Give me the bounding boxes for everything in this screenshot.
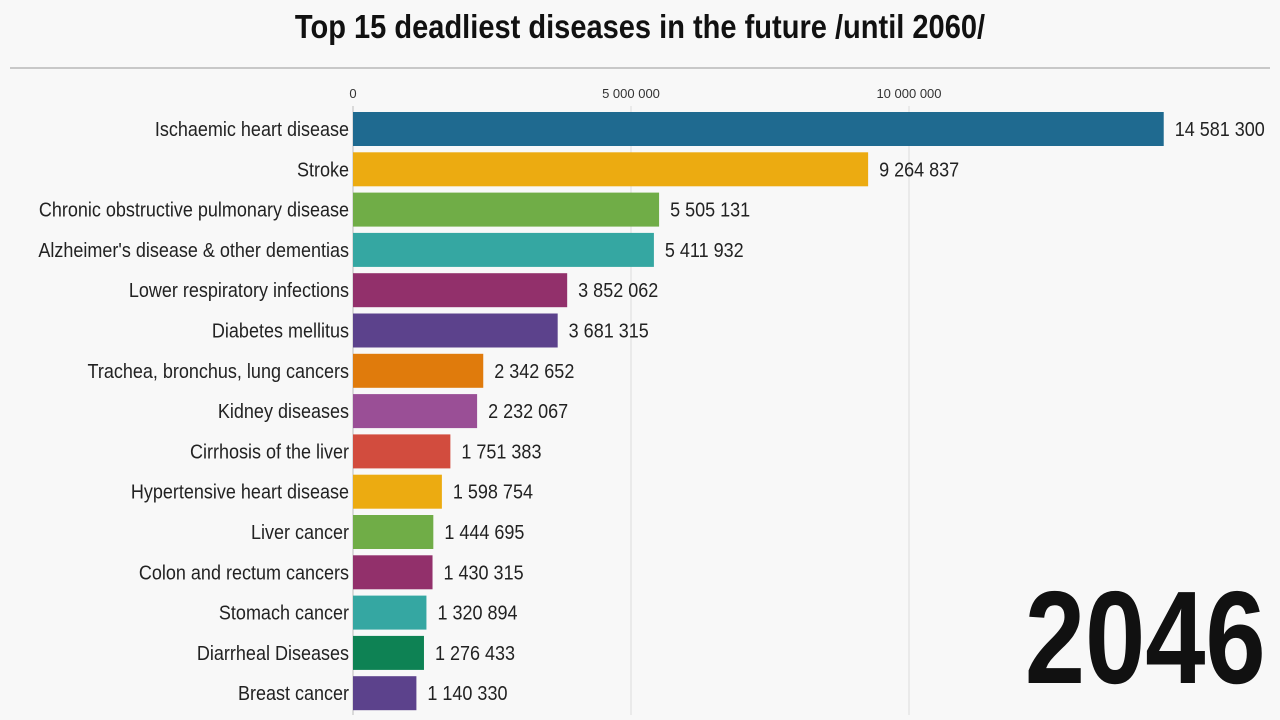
bar [353,434,451,469]
bar [353,595,427,630]
value-label: 1 751 383 [461,441,541,463]
category-label: Trachea, bronchus, lung cancers [88,361,349,383]
value-label: 1 598 754 [453,482,533,504]
year-label: 2046 [1025,564,1266,711]
category-label: Kidney diseases [218,401,349,423]
bar [353,152,869,187]
bar [353,474,442,509]
value-label: 1 276 433 [435,643,515,665]
category-label: Alzheimer's disease & other dementias [38,240,349,262]
value-label: 5 505 131 [670,200,750,222]
value-label: 3 681 315 [569,321,649,343]
category-label: Hypertensive heart disease [131,482,349,504]
bar [353,635,424,670]
bar [353,555,433,590]
value-label: 2 232 067 [488,401,568,423]
bar [353,676,417,711]
category-label: Lower respiratory infections [129,280,349,302]
bar [353,273,568,308]
value-label: 5 411 932 [665,240,744,262]
category-label: Cirrhosis of the liver [190,441,349,463]
category-label: Liver cancer [251,522,349,544]
value-label: 2 342 652 [494,361,574,383]
x-tick-label: 0 [349,86,356,101]
category-label: Chronic obstructive pulmonary disease [39,200,349,222]
bar [353,232,654,267]
chart-title: Top 15 deadliest diseases in the future … [294,8,986,45]
value-label: 1 430 315 [444,562,524,584]
value-label: 1 444 695 [444,522,524,544]
category-label: Stroke [297,159,349,181]
value-label: 3 852 062 [578,280,658,302]
value-label: 9 264 837 [879,159,959,181]
value-label: 1 320 894 [437,603,517,625]
category-label: Ischaemic heart disease [155,119,349,141]
x-tick-label: 5 000 000 [602,86,660,101]
x-tick-label: 10 000 000 [876,86,941,101]
category-label: Diarrheal Diseases [197,643,349,665]
bar [353,192,660,227]
bar [353,353,484,388]
category-label: Stomach cancer [219,603,349,625]
category-label: Diabetes mellitus [212,321,349,343]
value-label: 1 140 330 [427,683,507,705]
bar [353,313,558,348]
bar [353,515,434,549]
bar [353,112,1164,146]
bar [353,394,478,429]
title-divider [10,67,1270,69]
value-label: 14 581 300 [1175,119,1265,141]
category-label: Breast cancer [238,683,349,705]
category-label: Colon and rectum cancers [139,562,349,584]
